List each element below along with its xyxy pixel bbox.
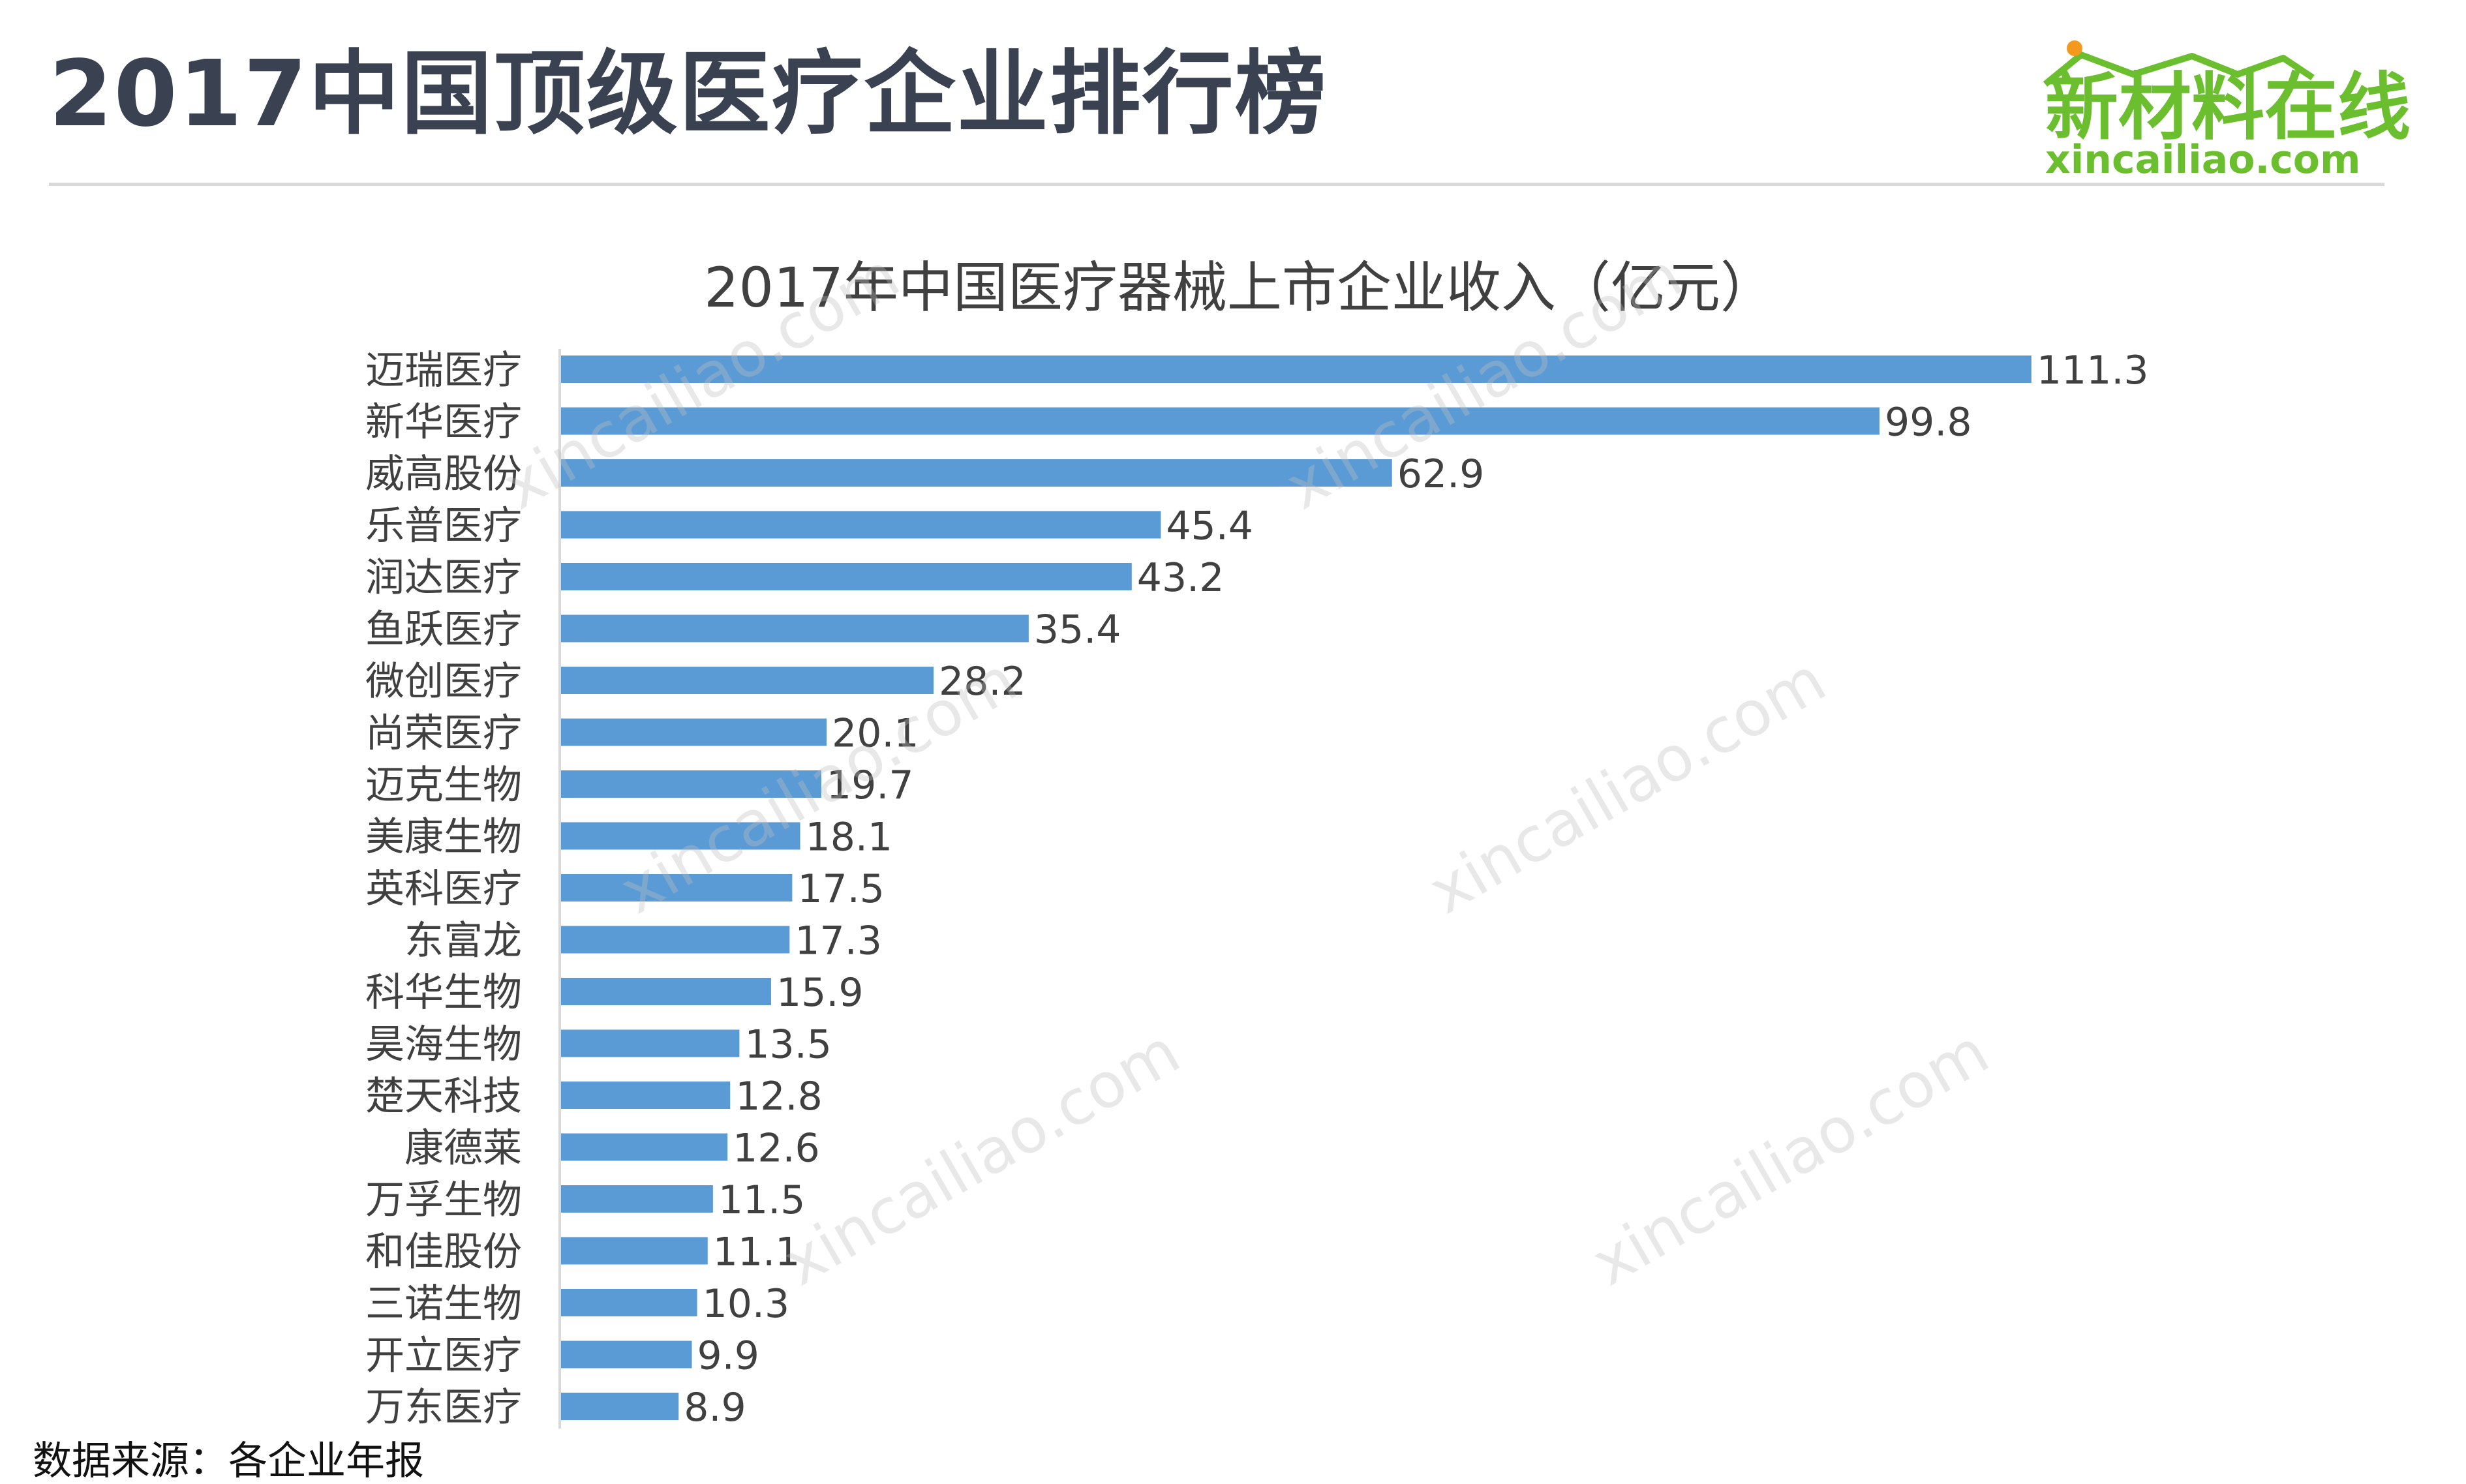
value-label: 8.9 — [684, 1385, 746, 1431]
chart-title: 2017年中国医疗器械上市企业收入（亿元） — [704, 256, 1775, 320]
bars-group: 迈瑞医疗 111.3 新华医疗 99.8 威高股份 62.9 乐普医疗 45.4 润达医疗 43.… — [365, 348, 2149, 1431]
category-label: 万东医疗 — [365, 1385, 522, 1431]
value-label: 11.5 — [718, 1177, 806, 1223]
category-label: 鱼跃医疗 — [365, 607, 522, 653]
category-label: 乐普医疗 — [365, 504, 522, 549]
value-label: 17.5 — [797, 866, 885, 912]
value-label: 12.8 — [735, 1074, 823, 1119]
logo-name: 新材料在线 — [2045, 65, 2411, 150]
bar-13 — [561, 1029, 740, 1057]
bar-4 — [561, 563, 1132, 590]
value-label: 35.4 — [1034, 607, 1121, 653]
category-label: 美康生物 — [365, 815, 522, 860]
category-label: 三诺生物 — [365, 1281, 522, 1327]
bar-10 — [561, 874, 793, 901]
category-label: 科华生物 — [365, 970, 522, 1016]
bar-15 — [561, 1133, 728, 1161]
category-label: 东富龙 — [404, 918, 522, 964]
logo: 新材料在线 xincailiao.com — [2035, 39, 2411, 183]
bar-11 — [561, 926, 790, 954]
category-label: 和佳股份 — [365, 1230, 522, 1275]
bar-20 — [561, 1393, 679, 1420]
value-label: 12.6 — [733, 1126, 820, 1172]
value-label: 13.5 — [744, 1022, 832, 1068]
value-label: 9.9 — [697, 1333, 759, 1379]
category-label: 英科医疗 — [365, 866, 522, 912]
page-title: 2017中国顶级医疗企业排行榜 — [49, 41, 1328, 147]
bar-7 — [561, 718, 827, 746]
category-label: 万孚生物 — [365, 1177, 522, 1223]
bar-14 — [561, 1082, 731, 1109]
value-label: 99.8 — [1885, 400, 1972, 446]
value-label: 10.3 — [703, 1281, 790, 1327]
category-label: 迈瑞医疗 — [365, 348, 522, 393]
category-label: 尚荣医疗 — [365, 711, 522, 757]
bar-1 — [561, 407, 1880, 435]
value-label: 18.1 — [806, 815, 893, 860]
bar-0 — [561, 356, 2032, 383]
category-label: 威高股份 — [365, 451, 522, 497]
value-label: 111.3 — [2037, 348, 2149, 393]
logo-domain: xincailiao.com — [2045, 137, 2361, 183]
category-label: 康德莱 — [404, 1126, 522, 1172]
bar-8 — [561, 770, 821, 798]
title-divider — [49, 183, 2384, 186]
value-label: 62.9 — [1397, 451, 1485, 497]
category-label: 润达医疗 — [365, 555, 522, 601]
value-label: 11.1 — [713, 1230, 800, 1275]
category-label: 新华医疗 — [365, 400, 522, 446]
bar-19 — [561, 1340, 692, 1369]
value-label: 15.9 — [776, 970, 864, 1016]
category-label: 开立医疗 — [365, 1333, 522, 1379]
value-label: 20.1 — [832, 711, 919, 757]
bar-3 — [561, 511, 1161, 539]
category-label: 迈克生物 — [365, 763, 522, 808]
category-label: 楚天科技 — [365, 1074, 522, 1119]
logo-roof-icon — [2043, 52, 2315, 87]
bar-2 — [561, 459, 1392, 487]
bar-9 — [561, 822, 800, 850]
value-label: 19.7 — [827, 763, 914, 808]
bar-16 — [561, 1185, 713, 1213]
value-label: 28.2 — [939, 659, 1026, 704]
bar-17 — [561, 1237, 708, 1265]
value-label: 43.2 — [1137, 555, 1225, 601]
data-source-note: 数据来源：各企业年报 — [33, 1438, 424, 1484]
category-label: 昊海生物 — [365, 1022, 522, 1068]
value-label: 17.3 — [795, 918, 882, 964]
bar-5 — [561, 614, 1029, 643]
logo-dot-icon — [2067, 40, 2082, 56]
value-label: 45.4 — [1166, 504, 1253, 549]
bar-18 — [561, 1289, 697, 1316]
bar-12 — [561, 978, 771, 1005]
bar-6 — [561, 667, 934, 694]
category-label: 微创医疗 — [365, 659, 522, 704]
